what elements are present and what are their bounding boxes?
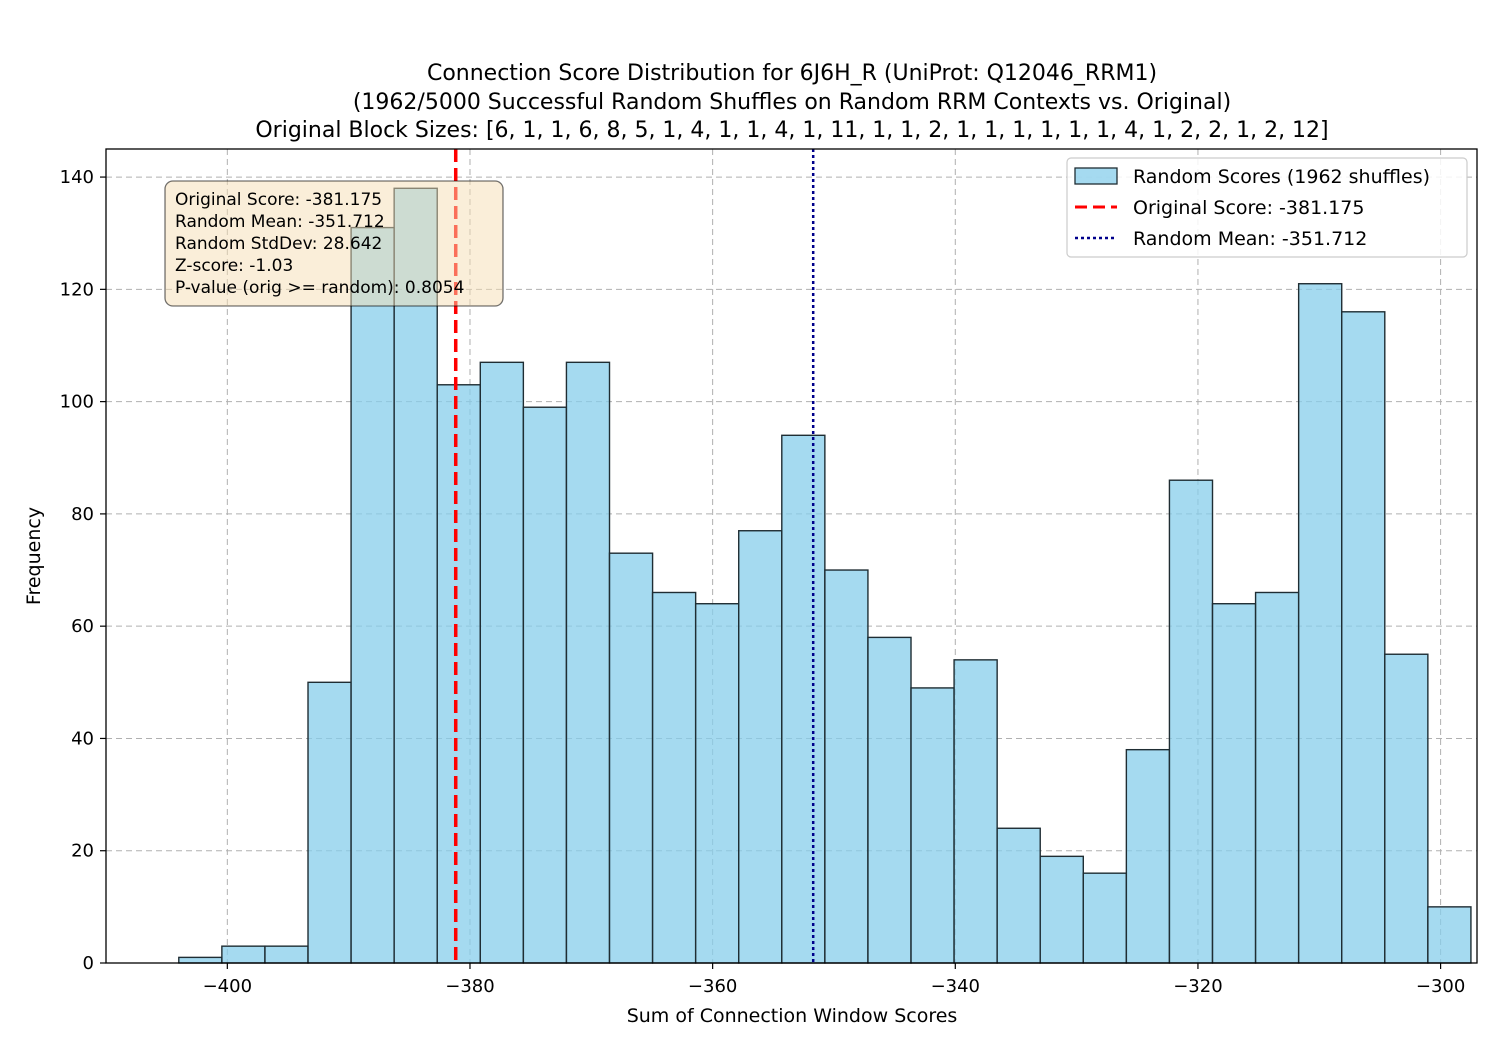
histogram-bar bbox=[867, 636, 912, 964]
legend-frame bbox=[1066, 157, 1468, 258]
legend-swatch-random-scores bbox=[1074, 167, 1118, 185]
stats-line-random-stddev: Random StdDev: 28.642 bbox=[175, 234, 382, 254]
x-tick-label: −300 bbox=[1416, 976, 1465, 997]
y-tick-label: 120 bbox=[60, 279, 94, 300]
chart-title: Connection Score Distribution for 6J6H_R… bbox=[255, 61, 1328, 143]
histogram-bar bbox=[436, 384, 481, 964]
x-tick-label: −320 bbox=[1173, 976, 1222, 997]
legend: Random Scores (1962 shuffles) Original S… bbox=[1066, 157, 1468, 258]
histogram-bar bbox=[1254, 591, 1300, 964]
y-axis-ticks: 0 20 40 60 80 100 120 140 bbox=[60, 167, 106, 974]
stats-line-z-score: Z-score: -1.03 bbox=[175, 256, 293, 276]
title-line-2: (1962/5000 Successful Random Shuffles on… bbox=[353, 90, 1231, 115]
stats-line-original-score: Original Score: -381.175 bbox=[175, 190, 382, 210]
histogram-bar bbox=[651, 591, 697, 964]
legend-label-random-mean: Random Mean: -351.712 bbox=[1133, 228, 1367, 250]
histogram-bar bbox=[738, 530, 783, 964]
histogram-bar bbox=[781, 434, 826, 964]
histogram-bar bbox=[1211, 603, 1257, 964]
histogram-bar bbox=[1082, 872, 1128, 964]
histogram-bar bbox=[996, 827, 1041, 964]
x-tick-label: −380 bbox=[445, 976, 494, 997]
histogram-bar bbox=[824, 569, 869, 964]
histogram-bar bbox=[393, 187, 438, 964]
y-tick-label: 60 bbox=[71, 616, 94, 637]
histogram-bar bbox=[1125, 748, 1171, 964]
histogram-bar bbox=[1427, 906, 1472, 964]
plot-frame bbox=[105, 148, 1478, 964]
y-tick-label: 40 bbox=[71, 728, 94, 749]
y-tick-label: 140 bbox=[60, 167, 94, 188]
x-tick-label: −340 bbox=[931, 976, 980, 997]
histogram-bar bbox=[307, 681, 352, 964]
title-line-1: Connection Score Distribution for 6J6H_R… bbox=[427, 61, 1157, 86]
x-tick-label: −360 bbox=[688, 976, 737, 997]
histogram-bar bbox=[694, 603, 740, 964]
histogram-bar bbox=[221, 945, 266, 964]
histogram-bar bbox=[608, 552, 654, 964]
histogram-bar bbox=[1384, 653, 1429, 964]
stats-line-p-value: P-value (orig >= random): 0.8054 bbox=[175, 278, 464, 298]
histogram-bar bbox=[522, 406, 568, 964]
stats-box-background bbox=[164, 180, 504, 307]
stats-line-random-mean: Random Mean: -351.712 bbox=[175, 212, 385, 232]
histogram-bar bbox=[565, 361, 611, 964]
x-axis-label: Sum of Connection Window Scores bbox=[627, 1005, 958, 1027]
histogram-bar bbox=[178, 956, 223, 964]
stats-box: Original Score: -381.175 Random Mean: -3… bbox=[164, 180, 504, 307]
title-line-3: Original Block Sizes: [6, 1, 1, 6, 8, 5,… bbox=[255, 118, 1328, 143]
y-axis-label: Frequency bbox=[23, 507, 45, 605]
histogram-bar bbox=[953, 659, 998, 964]
histogram-bar bbox=[264, 945, 309, 964]
histogram-bar bbox=[1168, 479, 1214, 964]
histogram-bar bbox=[1297, 283, 1343, 964]
histogram-bar bbox=[1039, 855, 1084, 964]
x-axis-ticks: −400 −380 −360 −340 −320 −300 bbox=[203, 963, 1465, 997]
y-tick-label: 100 bbox=[60, 392, 94, 413]
legend-label-random-scores: Random Scores (1962 shuffles) bbox=[1133, 166, 1430, 188]
histogram-bar bbox=[479, 361, 525, 964]
y-tick-label: 80 bbox=[71, 504, 94, 525]
legend-label-original-score: Original Score: -381.175 bbox=[1133, 197, 1364, 219]
y-tick-label: 0 bbox=[83, 953, 94, 974]
x-tick-label: −400 bbox=[203, 976, 252, 997]
y-tick-label: 20 bbox=[71, 841, 94, 862]
histogram-bar bbox=[1341, 311, 1386, 964]
histogram-bar bbox=[350, 226, 395, 964]
histogram-bar bbox=[910, 687, 955, 964]
